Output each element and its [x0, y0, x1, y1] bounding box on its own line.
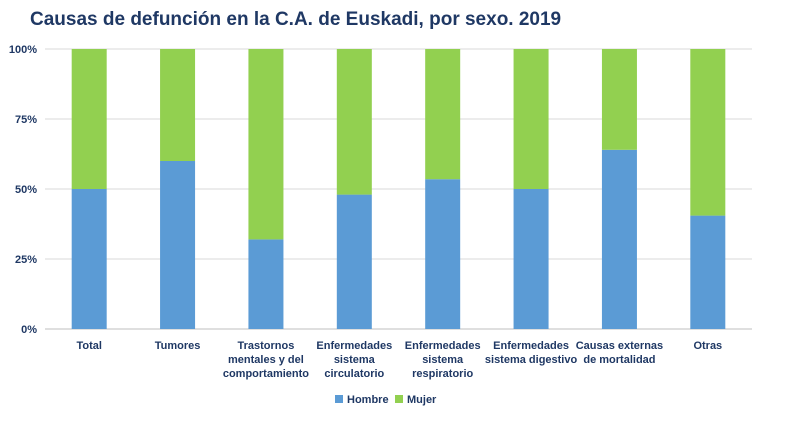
y-tick-label: 100%	[9, 44, 37, 56]
bar-mujer-5	[425, 49, 461, 180]
bars	[71, 49, 726, 329]
bar-mujer-4	[336, 49, 372, 195]
bar-hombre-2	[160, 161, 196, 329]
legend-label-hombre: Hombre	[347, 394, 389, 406]
y-tick-label: 0%	[21, 324, 37, 336]
bar-hombre-8	[690, 215, 726, 329]
bar-mujer-7	[601, 49, 637, 150]
x-category-label: Enfermedades sistema respiratorio	[405, 340, 481, 380]
gridlines	[45, 48, 752, 330]
legend-swatch-mujer	[395, 395, 403, 403]
bar-hombre-5	[425, 179, 461, 329]
x-category-label: Total	[76, 340, 101, 352]
bar-mujer-3	[248, 49, 284, 240]
bar-hombre-1	[71, 189, 107, 329]
bar-hombre-6	[513, 189, 549, 329]
bar-mujer-8	[690, 49, 726, 216]
bar-hombre-7	[601, 149, 637, 329]
y-tick-label: 50%	[15, 184, 37, 196]
x-axis-labels: Total Tumores Trastornos mentales y del comp…	[76, 340, 722, 380]
x-category-label: Tumores	[155, 340, 201, 352]
bar-hombre-3	[248, 239, 284, 329]
bar-hombre-4	[336, 194, 372, 329]
bar-mujer-1	[71, 49, 107, 189]
x-category-label: Enfermedades sistema circulatorio	[316, 340, 392, 380]
y-tick-label: 25%	[15, 254, 37, 266]
legend-label-mujer: Mujer	[407, 394, 437, 406]
y-axis-labels: 0% 25% 50% 75% 100%	[9, 44, 37, 336]
legend: Hombre Mujer	[335, 394, 437, 406]
chart-title: Causas de defunción en la C.A. de Euskad…	[30, 9, 562, 30]
bar-mujer-6	[513, 49, 549, 189]
x-category-label: Trastornos mentales y del comportamiento	[223, 340, 309, 380]
legend-swatch-hombre	[335, 395, 343, 403]
x-category-label: Otras	[693, 340, 722, 352]
bar-mujer-2	[160, 49, 196, 161]
x-category-label: Causas externas de mortalidad	[576, 340, 663, 366]
x-category-label: Enfermedades sistema digestivo	[485, 340, 578, 366]
y-tick-label: 75%	[15, 114, 37, 126]
